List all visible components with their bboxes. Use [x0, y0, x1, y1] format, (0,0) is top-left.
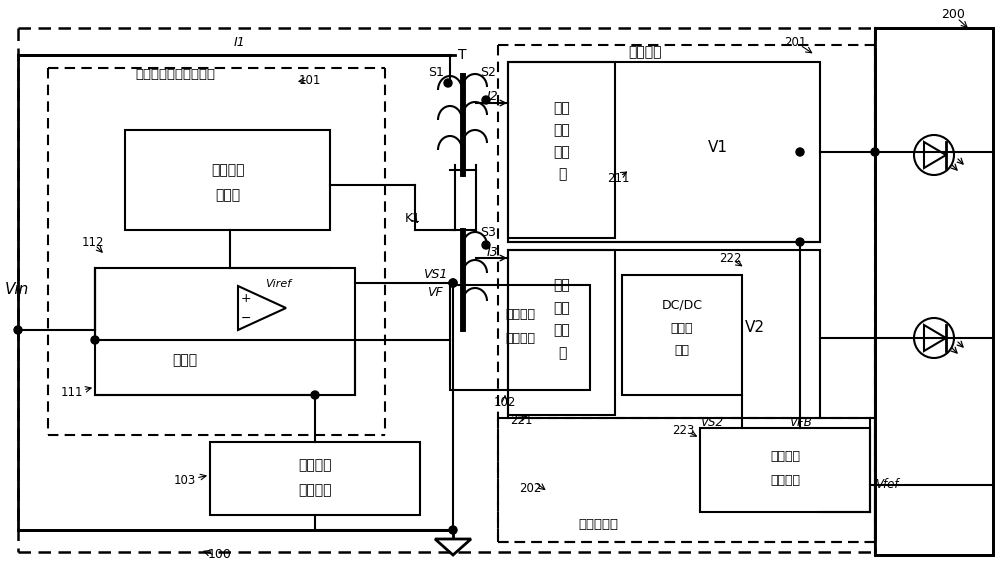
Text: 223: 223: [672, 423, 694, 437]
Text: I3: I3: [486, 245, 498, 259]
Circle shape: [482, 96, 490, 104]
Text: 电流环: 电流环: [172, 353, 198, 367]
Text: K1: K1: [405, 212, 421, 224]
Text: 第二: 第二: [554, 278, 570, 292]
Circle shape: [482, 241, 490, 249]
Bar: [210, 442, 420, 515]
Text: 100: 100: [208, 549, 232, 561]
Bar: [508, 250, 615, 415]
Circle shape: [449, 279, 457, 287]
Text: 电压环控: 电压环控: [770, 451, 800, 463]
Text: 元: 元: [558, 167, 566, 181]
Bar: [508, 62, 615, 238]
Text: Viref: Viref: [265, 279, 291, 289]
Text: +: +: [241, 292, 251, 304]
Circle shape: [444, 79, 452, 87]
Text: 原边电流: 原边电流: [505, 309, 535, 321]
Circle shape: [311, 391, 319, 399]
Text: 211: 211: [607, 172, 629, 184]
Circle shape: [796, 238, 804, 246]
Bar: [125, 130, 330, 230]
Text: 子单: 子单: [554, 145, 570, 159]
Text: 驱动控制: 驱动控制: [211, 163, 245, 177]
Text: 补偿信号: 补偿信号: [298, 458, 332, 472]
Bar: [508, 62, 820, 242]
Circle shape: [14, 326, 22, 334]
Text: T: T: [458, 48, 466, 62]
Bar: [95, 268, 355, 395]
Text: 原边电流驱动控制单元: 原边电流驱动控制单元: [135, 68, 215, 82]
Text: 功率单元: 功率单元: [628, 45, 662, 59]
Circle shape: [91, 336, 99, 344]
Text: 子单: 子单: [554, 323, 570, 337]
Text: 第一: 第一: [554, 101, 570, 115]
Text: Vfef: Vfef: [875, 478, 898, 491]
Bar: [450, 285, 590, 390]
Text: 200: 200: [941, 9, 965, 21]
Text: Vin: Vin: [5, 282, 29, 298]
Text: 222: 222: [719, 252, 741, 264]
Text: −: −: [241, 311, 251, 324]
Text: 202: 202: [519, 481, 541, 495]
Text: 元: 元: [558, 346, 566, 360]
Circle shape: [796, 148, 804, 156]
Text: V2: V2: [745, 321, 765, 335]
Text: 子单元: 子单元: [215, 188, 241, 202]
Text: S1: S1: [428, 67, 444, 79]
Text: S3: S3: [480, 227, 496, 240]
Text: DC/DC: DC/DC: [662, 299, 702, 311]
Text: 整流: 整流: [554, 123, 570, 137]
Text: 去纹波单元: 去纹波单元: [578, 519, 618, 531]
Text: I1: I1: [234, 37, 246, 49]
Bar: [700, 428, 870, 512]
Text: I2: I2: [486, 90, 498, 103]
Text: 201: 201: [784, 35, 806, 49]
Text: S2: S2: [480, 67, 496, 79]
Text: 111: 111: [61, 386, 83, 398]
Circle shape: [449, 279, 457, 287]
Text: 整流: 整流: [554, 301, 570, 315]
Bar: [875, 28, 993, 555]
Text: 采样单元: 采样单元: [505, 332, 535, 345]
Text: 103: 103: [174, 473, 196, 487]
Circle shape: [871, 148, 879, 156]
Bar: [508, 250, 820, 418]
Text: 单元: 单元: [674, 343, 690, 357]
Text: 产生单元: 产生单元: [298, 483, 332, 497]
Text: 112: 112: [82, 235, 104, 248]
Bar: [622, 275, 742, 395]
Text: VS2: VS2: [700, 415, 724, 429]
Text: 221: 221: [510, 414, 532, 426]
Text: 制子单元: 制子单元: [770, 473, 800, 487]
Text: VS1: VS1: [423, 269, 447, 281]
Text: 变换子: 变换子: [671, 321, 693, 335]
Text: VF: VF: [427, 287, 443, 299]
Text: 102: 102: [494, 396, 516, 408]
Circle shape: [449, 526, 457, 534]
Text: V1: V1: [708, 140, 728, 155]
Text: 101: 101: [299, 74, 321, 86]
Text: VFB: VFB: [789, 415, 811, 429]
